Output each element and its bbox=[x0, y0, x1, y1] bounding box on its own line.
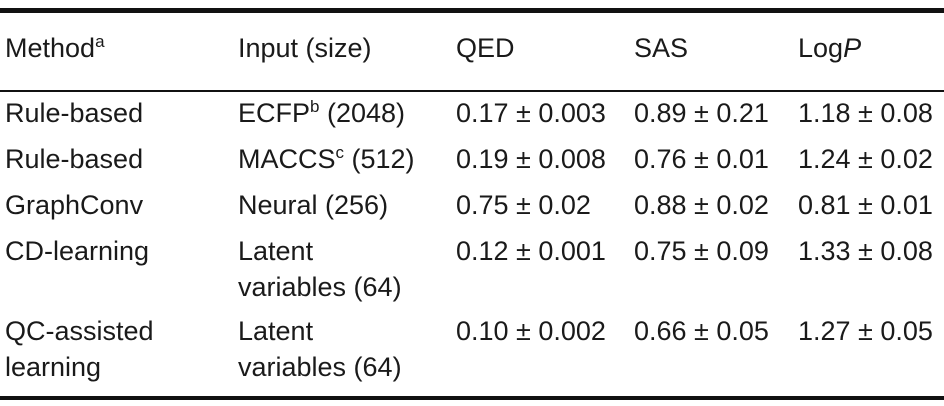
row-logp: 1.27 ± 0.05 bbox=[798, 316, 933, 346]
row-input-footnote: c bbox=[335, 143, 345, 162]
row-method: Rule-based bbox=[5, 98, 144, 128]
row-sas: 0.66 ± 0.05 bbox=[634, 316, 769, 346]
row-qed: 0.10 ± 0.002 bbox=[456, 316, 606, 346]
header-logp-italic: P bbox=[843, 33, 862, 63]
row-input-size: (512) bbox=[344, 144, 415, 174]
header-method-footnote: a bbox=[95, 32, 105, 51]
header-sas: SAS bbox=[634, 33, 689, 63]
header-method: Methoda bbox=[5, 31, 105, 66]
row-input: Latent bbox=[238, 316, 314, 346]
row-sas: 0.76 ± 0.01 bbox=[634, 144, 769, 174]
row-qed: 0.17 ± 0.003 bbox=[456, 98, 606, 128]
row-method: GraphConv bbox=[5, 190, 144, 220]
header-method-label: Method bbox=[5, 33, 96, 63]
row-method: QC-assisted bbox=[5, 316, 154, 346]
row-qed: 0.19 ± 0.008 bbox=[456, 144, 606, 174]
row-input-line2: variables (64) bbox=[238, 272, 402, 302]
row-logp: 1.33 ± 0.08 bbox=[798, 236, 933, 266]
row-logp: 0.81 ± 0.01 bbox=[798, 190, 933, 220]
row-input: Neural (256) bbox=[238, 190, 389, 220]
header-qed: QED bbox=[456, 33, 515, 63]
table-top-rule bbox=[0, 8, 944, 13]
row-sas: 0.75 ± 0.09 bbox=[634, 236, 769, 266]
row-qed: 0.12 ± 0.001 bbox=[456, 236, 606, 266]
row-input-main: MACCS bbox=[238, 144, 336, 174]
row-method-line2: learning bbox=[5, 352, 102, 382]
row-input-line2: variables (64) bbox=[238, 352, 402, 382]
row-method: CD-learning bbox=[5, 236, 150, 266]
row-logp: 1.18 ± 0.08 bbox=[798, 98, 933, 128]
row-sas: 0.89 ± 0.21 bbox=[634, 98, 769, 128]
row-input: Latent bbox=[238, 236, 314, 266]
row-input: ECFPb (2048) bbox=[238, 96, 405, 131]
row-input-main: ECFP bbox=[238, 98, 311, 128]
row-method: Rule-based bbox=[5, 144, 144, 174]
table-bottom-rule bbox=[0, 396, 944, 400]
row-input: MACCSc (512) bbox=[238, 142, 415, 177]
header-logp: LogP bbox=[798, 31, 861, 66]
table-header-rule bbox=[0, 90, 944, 92]
row-logp: 1.24 ± 0.02 bbox=[798, 144, 933, 174]
header-input: Input (size) bbox=[238, 33, 372, 63]
header-logp-prefix: Log bbox=[798, 33, 844, 63]
row-qed: 0.75 ± 0.02 bbox=[456, 190, 591, 220]
row-input-size: (2048) bbox=[319, 98, 406, 128]
row-sas: 0.88 ± 0.02 bbox=[634, 190, 769, 220]
row-input-footnote: b bbox=[310, 97, 320, 116]
